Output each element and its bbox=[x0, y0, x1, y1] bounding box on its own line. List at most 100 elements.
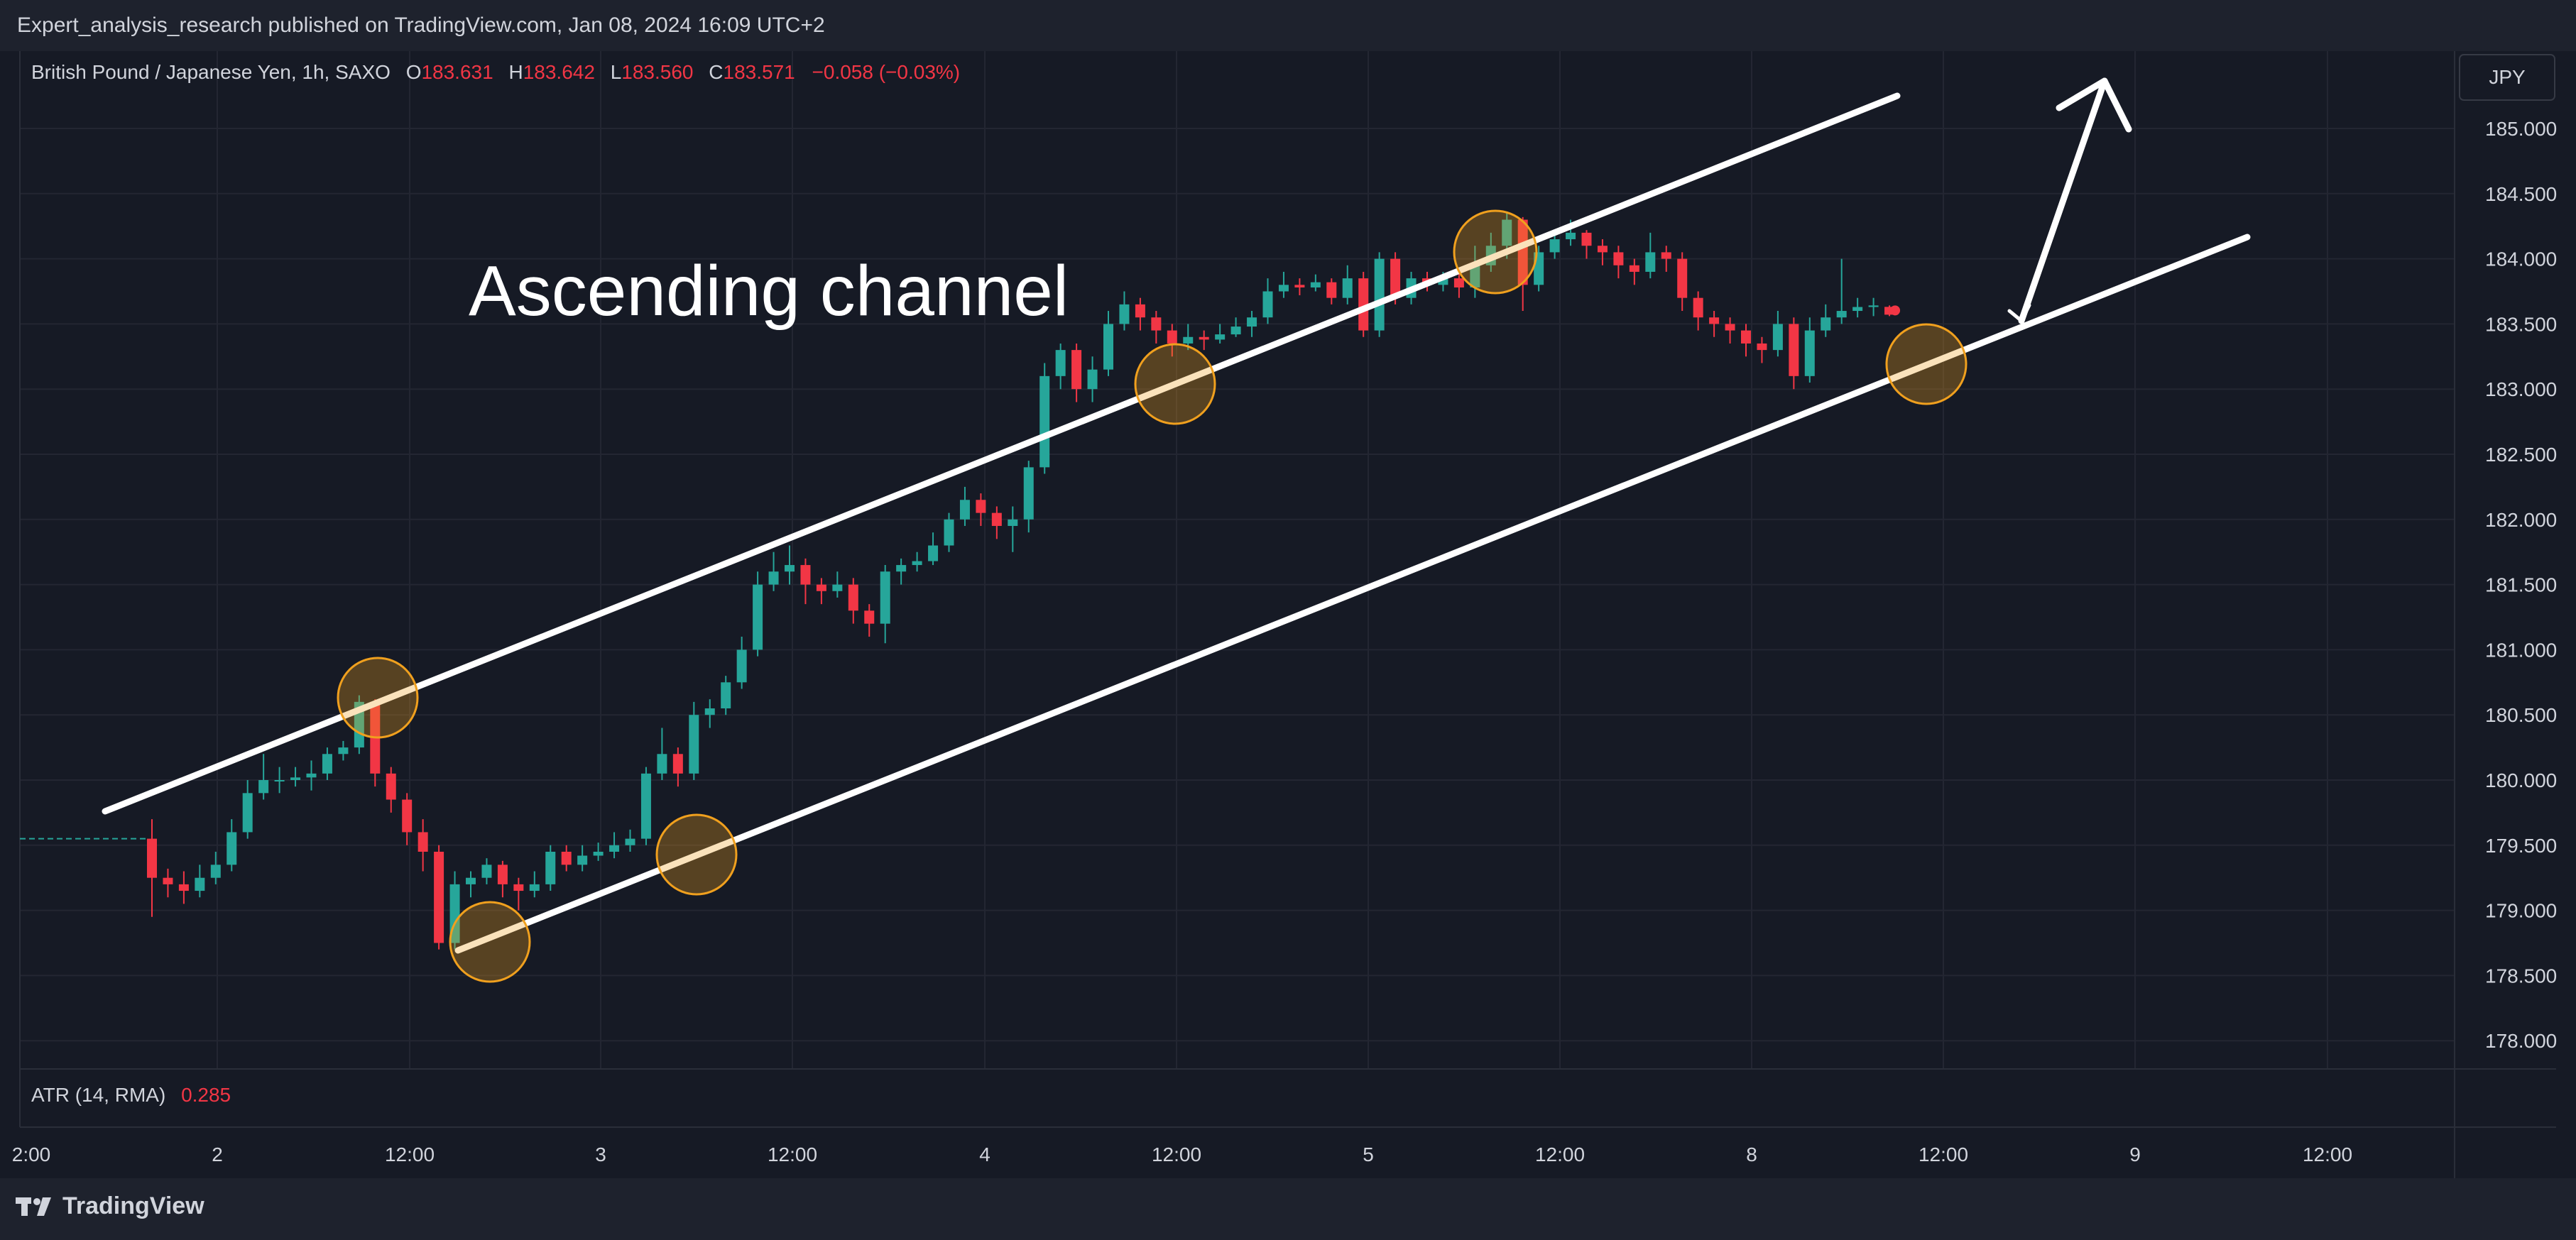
candle-body bbox=[1103, 324, 1113, 370]
price-tick-label: 180.500 bbox=[2485, 704, 2557, 726]
candle-body bbox=[210, 865, 221, 878]
candle-body bbox=[672, 754, 683, 774]
candle-body bbox=[1087, 369, 1098, 390]
price-tick-label: 179.000 bbox=[2485, 900, 2557, 922]
candle-body bbox=[545, 851, 556, 884]
touch-circle-upper-1 bbox=[337, 657, 419, 739]
candle-body bbox=[704, 708, 715, 715]
candle-body bbox=[1374, 258, 1385, 331]
time-tick-label: 5 bbox=[1363, 1143, 1374, 1165]
candle-body bbox=[1757, 343, 1767, 351]
projection-arrow bbox=[2007, 77, 2132, 324]
currency-label: JPY bbox=[2489, 66, 2526, 88]
candle-body bbox=[1884, 307, 1895, 315]
chart-area[interactable]: 185.000 184.500 184.000 183.500 183.000 182.5… bbox=[0, 51, 2576, 1178]
candle-body bbox=[1709, 317, 1720, 324]
candle-body bbox=[1868, 305, 1879, 307]
candle-body bbox=[338, 747, 349, 755]
time-tick-label: 12:00 bbox=[385, 1143, 435, 1165]
candle-body bbox=[1836, 311, 1847, 318]
candle-body bbox=[577, 855, 588, 865]
touch-circle-lower-2 bbox=[655, 813, 738, 896]
price-tick-label: 181.500 bbox=[2485, 574, 2557, 596]
candle-body bbox=[147, 838, 157, 878]
candle-body bbox=[1597, 246, 1608, 253]
candle-body bbox=[991, 512, 1002, 526]
publisher-line: Expert_analysis_research published on Tr… bbox=[17, 13, 825, 37]
candle-body bbox=[657, 754, 667, 774]
candle-body bbox=[880, 571, 890, 624]
candle-body bbox=[1453, 278, 1464, 287]
time-tick-label: 12:00 bbox=[1919, 1143, 1968, 1165]
candle-body bbox=[178, 884, 189, 891]
price-tick-label: 178.000 bbox=[2485, 1030, 2557, 1052]
time-axis[interactable]: 2:00 2 12:00 3 12:00 4 12:00 5 12:00 8 12:00 9 12:00 bbox=[12, 1143, 2352, 1165]
price-tick-label: 179.500 bbox=[2485, 835, 2557, 857]
candle-body bbox=[529, 884, 540, 891]
candle-body bbox=[1342, 278, 1353, 298]
candle-body bbox=[1390, 258, 1401, 298]
price-tick-label: 182.500 bbox=[2485, 444, 2557, 466]
svg-text:British Pound / Japanese Yen,: British Pound / Japanese Yen, 1h, SAXO O… bbox=[31, 61, 960, 83]
candle-body bbox=[1804, 330, 1815, 376]
candle-body bbox=[497, 865, 508, 884]
touch-circle-upper-3 bbox=[1453, 209, 1538, 295]
candle-body bbox=[1438, 278, 1448, 285]
candle-body bbox=[1039, 375, 1050, 468]
candle-body bbox=[1294, 285, 1305, 287]
price-tick-label: 185.000 bbox=[2485, 118, 2557, 140]
candle-body bbox=[1741, 330, 1751, 344]
channel-annotation: Ascending channel bbox=[469, 251, 1069, 331]
candle-body bbox=[593, 851, 604, 856]
candle-body bbox=[1055, 350, 1066, 376]
legend-symbol: British Pound / Japanese Yen, 1h, SAXO bbox=[31, 61, 391, 83]
candle-body bbox=[640, 773, 651, 839]
price-axis[interactable]: 185.000 184.500 184.000 183.500 183.000 182.5… bbox=[2485, 118, 2557, 1052]
candle-body bbox=[800, 565, 811, 585]
candle-body bbox=[721, 682, 731, 709]
candle-body bbox=[1517, 219, 1528, 285]
price-tick-label: 181.000 bbox=[2485, 639, 2557, 661]
candle-body bbox=[1247, 317, 1257, 327]
candle-body bbox=[1661, 252, 1671, 259]
candle-body bbox=[1772, 324, 1783, 351]
touch-circle-lower-1 bbox=[449, 901, 531, 983]
candle-body bbox=[1310, 282, 1321, 287]
candle-body bbox=[896, 565, 907, 572]
candle-body bbox=[625, 838, 635, 845]
candle-body bbox=[609, 845, 620, 852]
candlestick-chart[interactable]: 185.000 184.500 184.000 183.500 183.000 182.5… bbox=[0, 51, 2576, 1178]
candle-body bbox=[1549, 239, 1560, 253]
candle-body bbox=[928, 545, 939, 561]
candle-body bbox=[481, 865, 492, 878]
arrow-head-icon bbox=[2056, 77, 2132, 133]
candle-body bbox=[163, 877, 173, 884]
candle-body bbox=[195, 877, 205, 891]
currency-button[interactable]: JPY bbox=[2459, 54, 2555, 101]
candle-body bbox=[417, 832, 428, 852]
svg-text:ATR (14, RMA) 0.285: ATR (14, RMA) 0.285 bbox=[31, 1084, 231, 1106]
touch-circle-upper-2 bbox=[1134, 343, 1216, 425]
touch-circles bbox=[337, 209, 1968, 983]
publisher-bar: Expert_analysis_research published on Tr… bbox=[0, 0, 2576, 51]
candle-body bbox=[386, 773, 396, 800]
legend-high: 183.642 bbox=[523, 61, 595, 83]
candle-body bbox=[258, 780, 269, 794]
tradingview-logo[interactable]: TradingView bbox=[16, 1192, 204, 1220]
channel-lower-line bbox=[454, 234, 2251, 954]
candle-body bbox=[832, 584, 843, 591]
candle-body bbox=[1629, 265, 1639, 272]
candle-body bbox=[1470, 265, 1480, 287]
candle-body bbox=[1645, 252, 1656, 272]
legend-open: 183.631 bbox=[421, 61, 493, 83]
candle-body bbox=[402, 799, 413, 833]
candle-body bbox=[1008, 519, 1018, 526]
candle-body bbox=[1183, 336, 1194, 344]
channel-lines bbox=[102, 92, 2251, 954]
candle-body bbox=[1725, 324, 1735, 331]
time-tick-label: 2 bbox=[212, 1143, 223, 1165]
candle-body bbox=[1215, 334, 1226, 340]
price-tick-label: 184.000 bbox=[2485, 248, 2557, 270]
candle-body bbox=[466, 877, 476, 884]
candle-body bbox=[1566, 232, 1576, 240]
